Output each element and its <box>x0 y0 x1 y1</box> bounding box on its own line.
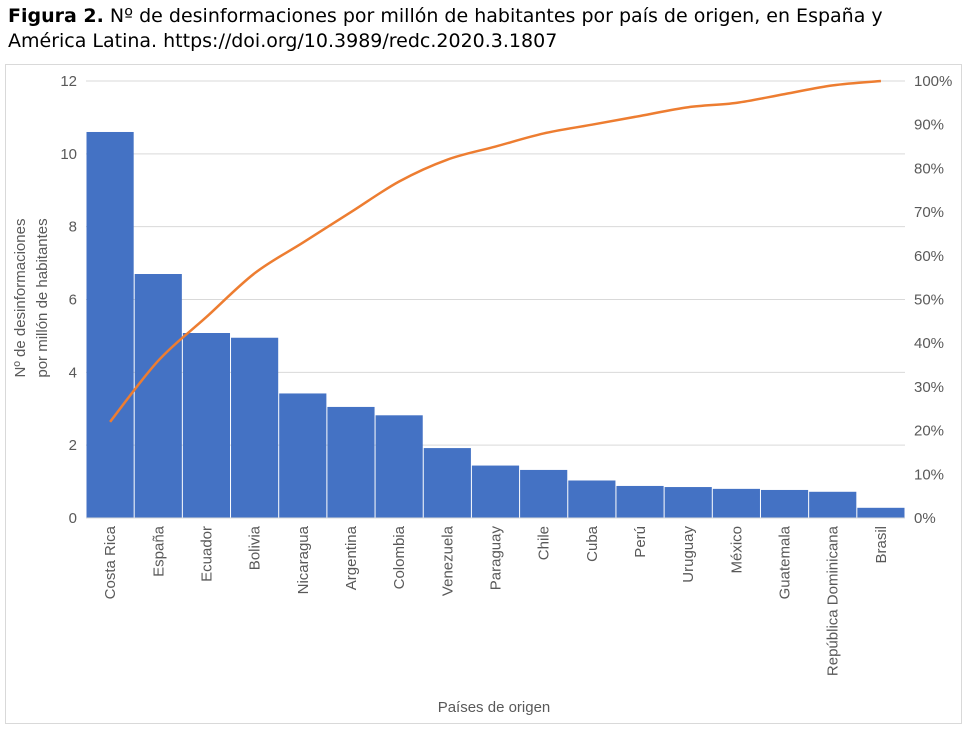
chart-frame <box>5 64 962 724</box>
bar <box>616 485 664 518</box>
cumulative-line-group <box>109 79 882 423</box>
x-tick-label: España <box>150 525 167 577</box>
bar <box>279 393 327 518</box>
y2-axis-ticks: 0% 10% 20% 30% 40% 50% 60% 70% 80% 90% 100% <box>914 73 952 527</box>
bars-group <box>86 131 905 518</box>
bar <box>760 489 809 518</box>
y-tick-label: 4 <box>69 364 77 381</box>
y2-tick-label: 100% <box>914 73 952 90</box>
x-tick-label: Guatemala <box>777 525 794 599</box>
y2-tick-label: 80% <box>914 160 944 177</box>
bar <box>568 480 616 518</box>
bar <box>134 274 182 518</box>
x-tick-label: Cuba <box>584 525 601 562</box>
y2-tick-label: 50% <box>914 292 944 309</box>
y2-tick-label: 90% <box>914 117 944 134</box>
y-axis-title-line1: Nº de desinformaciones <box>12 219 29 378</box>
x-axis-title: Países de origen <box>438 699 551 716</box>
figure-caption: Figura 2. Nº de desinformaciones por mil… <box>8 4 958 54</box>
x-tick-label: Argentina <box>343 525 360 590</box>
bar <box>520 469 568 518</box>
bar <box>471 465 520 518</box>
cumulative-line <box>109 79 882 423</box>
x-tick-label: Ecuador <box>198 526 215 582</box>
bar <box>712 488 760 518</box>
bar <box>664 487 712 518</box>
x-tick-label: República Dominicana <box>825 525 842 676</box>
y2-tick-label: 0% <box>914 510 936 527</box>
y-axis-title-line2: por millón de habitantes <box>34 218 51 377</box>
x-tick-label: Bolivia <box>247 525 264 570</box>
x-tick-label: Perú <box>632 526 649 558</box>
x-tick-label: Uruguay <box>680 526 697 583</box>
x-axis-ticks: Costa Rica España Ecuador Bolivia Nicaragua A… <box>102 525 890 676</box>
figure-label: Figura 2. <box>8 5 104 27</box>
x-tick-label: Paraguay <box>488 526 505 591</box>
y-tick-label: 2 <box>69 437 77 454</box>
bar <box>86 131 134 518</box>
y2-tick-label: 70% <box>914 204 944 221</box>
y-tick-label: 8 <box>69 219 77 236</box>
x-tick-label: Costa Rica <box>102 525 119 599</box>
bar <box>375 415 423 518</box>
y-tick-label: 0 <box>69 510 77 527</box>
x-tick-label: Nicaragua <box>295 525 312 594</box>
y-tick-label: 6 <box>69 292 77 309</box>
y-axis-ticks: 0 2 4 6 8 10 12 <box>60 73 77 527</box>
bar <box>182 333 231 518</box>
y2-tick-label: 10% <box>914 466 944 483</box>
y-tick-label: 10 <box>60 146 77 163</box>
x-tick-label: Colombia <box>391 525 408 589</box>
y2-tick-label: 60% <box>914 248 944 265</box>
x-tick-label: Chile <box>536 526 553 560</box>
bar <box>857 507 905 518</box>
x-tick-label: Brasil <box>873 526 890 564</box>
y2-tick-label: 20% <box>914 423 944 440</box>
figure-caption-text: Nº de desinformaciones por millón de hab… <box>8 5 883 52</box>
bar <box>423 448 471 518</box>
x-tick-label: México <box>728 526 745 574</box>
y-tick-label: 12 <box>60 73 77 90</box>
y2-tick-label: 40% <box>914 335 944 352</box>
bar <box>231 337 279 518</box>
bar <box>809 491 857 518</box>
bar <box>327 406 375 518</box>
y2-tick-label: 30% <box>914 379 944 396</box>
x-tick-label: Venezuela <box>439 525 456 596</box>
